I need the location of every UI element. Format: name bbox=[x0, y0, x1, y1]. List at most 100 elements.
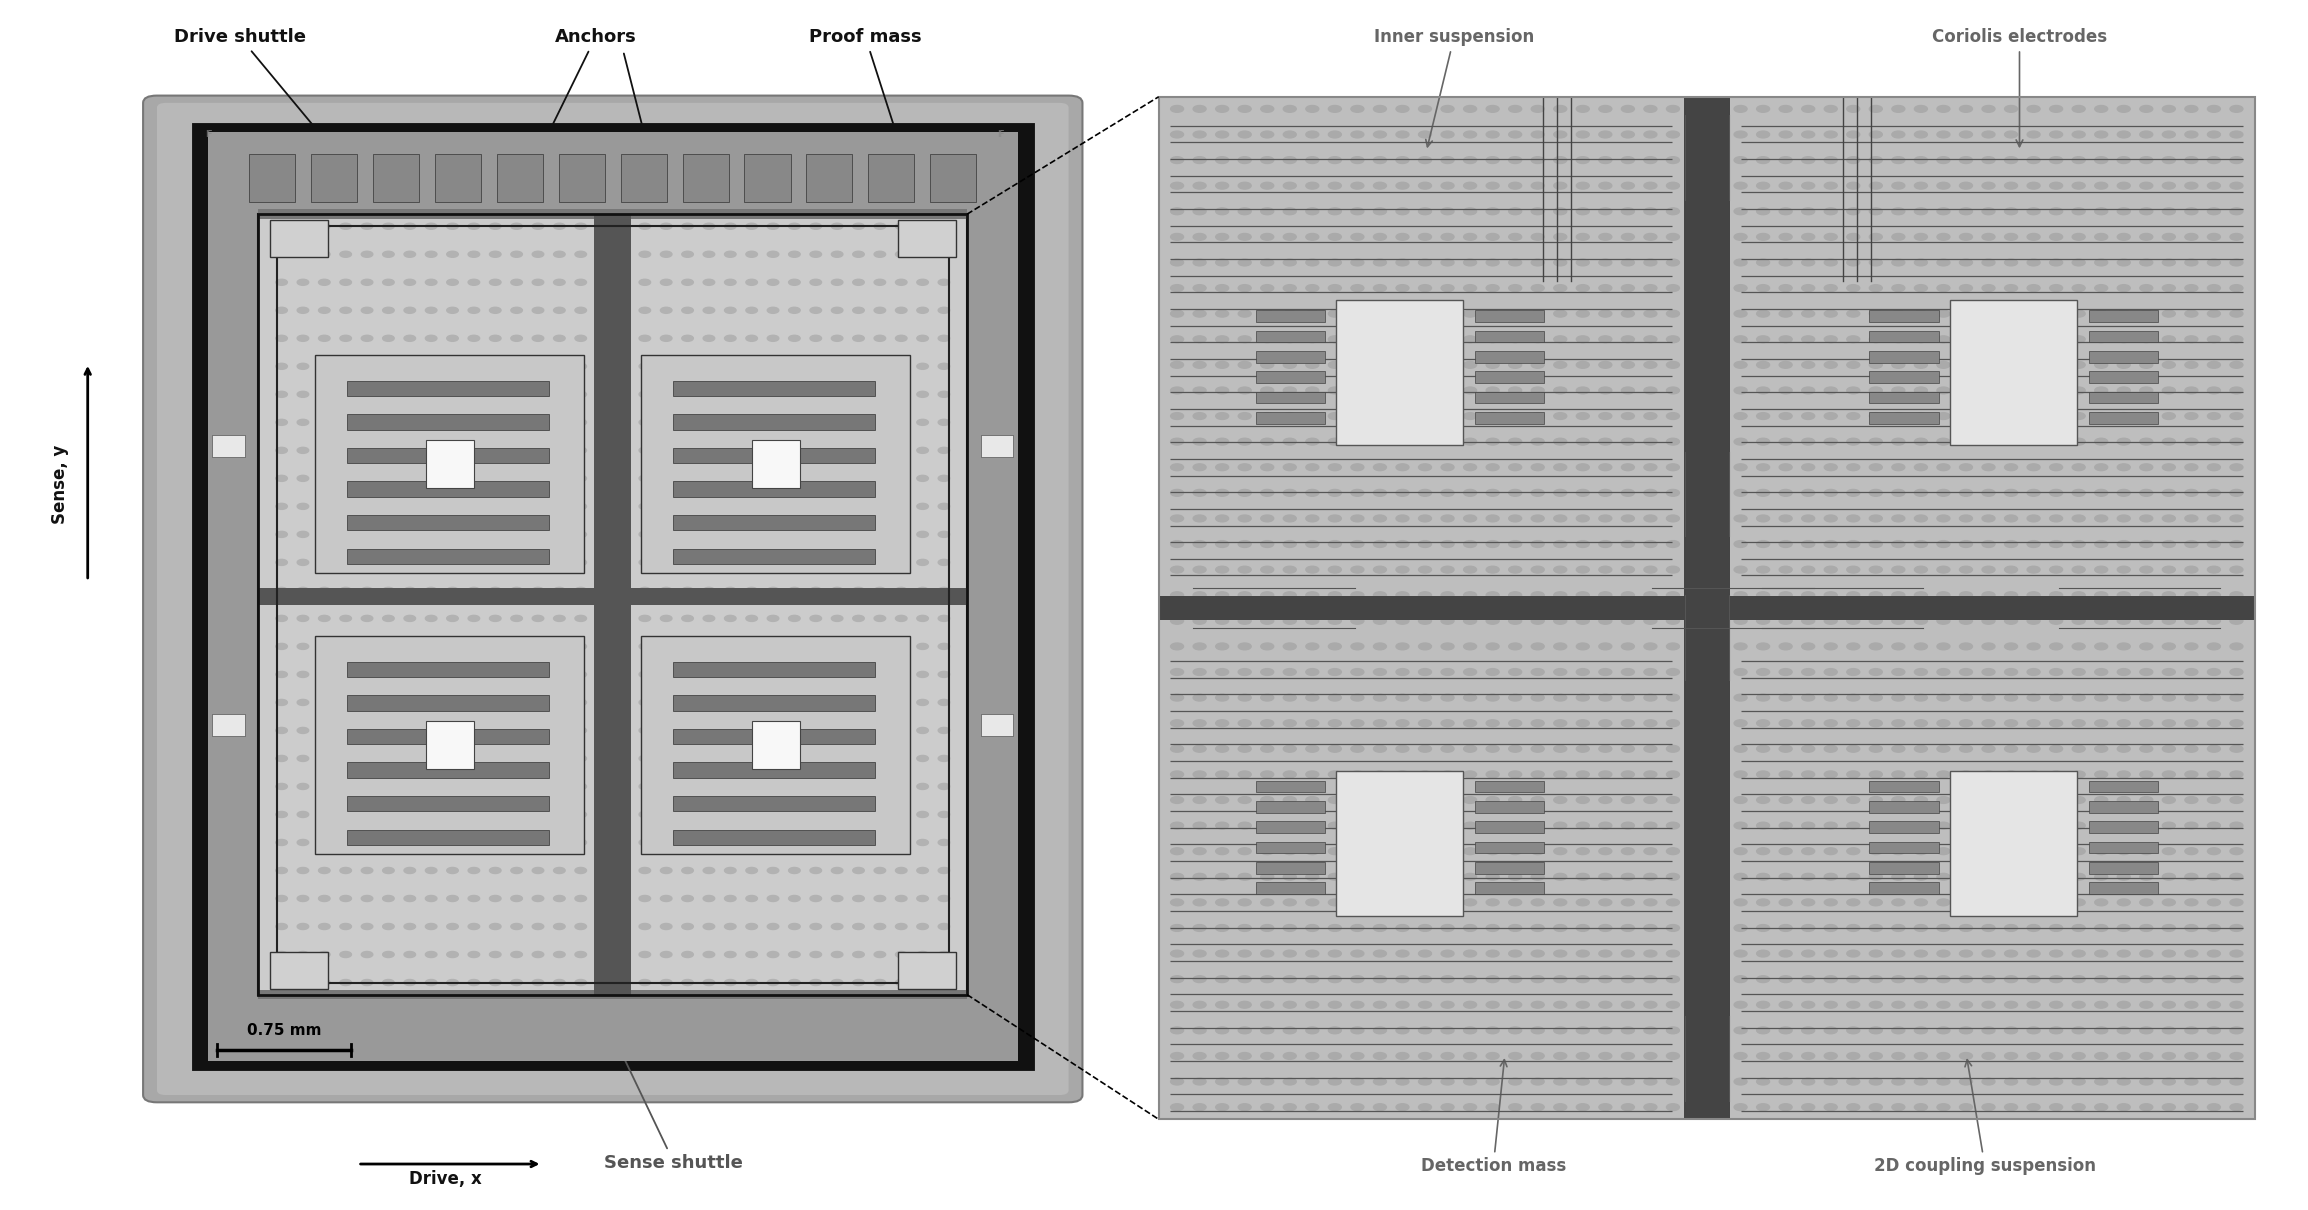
Circle shape bbox=[1803, 1002, 1814, 1008]
Circle shape bbox=[1419, 259, 1431, 266]
Circle shape bbox=[1643, 899, 1657, 906]
Circle shape bbox=[1509, 259, 1521, 266]
Circle shape bbox=[789, 280, 801, 286]
Circle shape bbox=[1983, 208, 1994, 214]
Circle shape bbox=[1846, 899, 1860, 906]
Circle shape bbox=[1350, 950, 1364, 957]
Circle shape bbox=[1576, 975, 1590, 983]
Bar bbox=[2089, 330, 2158, 342]
Circle shape bbox=[2230, 1027, 2243, 1033]
Circle shape bbox=[916, 980, 928, 985]
Circle shape bbox=[2050, 310, 2063, 317]
Circle shape bbox=[1509, 541, 1521, 547]
Circle shape bbox=[1983, 848, 1994, 854]
Circle shape bbox=[1803, 183, 1814, 189]
Circle shape bbox=[2163, 310, 2176, 317]
Circle shape bbox=[1509, 105, 1521, 113]
Circle shape bbox=[2006, 874, 2017, 880]
Circle shape bbox=[1893, 490, 1904, 496]
Circle shape bbox=[1599, 1027, 1611, 1033]
Circle shape bbox=[852, 895, 863, 901]
Circle shape bbox=[831, 280, 842, 286]
Circle shape bbox=[1463, 541, 1477, 547]
Circle shape bbox=[1350, 643, 1364, 650]
Circle shape bbox=[1260, 463, 1274, 471]
Bar bbox=[425, 721, 473, 768]
Circle shape bbox=[1959, 105, 1973, 113]
Circle shape bbox=[1823, 157, 1837, 163]
Circle shape bbox=[745, 951, 757, 957]
Circle shape bbox=[1803, 387, 1814, 393]
Circle shape bbox=[2006, 899, 2017, 906]
Circle shape bbox=[1373, 1053, 1387, 1059]
Circle shape bbox=[277, 448, 286, 454]
Circle shape bbox=[1666, 515, 1680, 522]
Circle shape bbox=[1983, 362, 1994, 368]
Circle shape bbox=[2186, 1104, 2197, 1111]
Circle shape bbox=[1959, 183, 1973, 189]
Circle shape bbox=[1440, 617, 1454, 624]
Circle shape bbox=[937, 672, 951, 678]
Circle shape bbox=[319, 951, 330, 957]
Circle shape bbox=[1713, 234, 1724, 241]
Circle shape bbox=[1329, 284, 1341, 292]
Circle shape bbox=[896, 699, 907, 705]
Bar bbox=[2089, 842, 2158, 853]
Circle shape bbox=[2073, 515, 2084, 522]
Circle shape bbox=[2186, 1027, 2197, 1033]
Circle shape bbox=[448, 616, 459, 622]
Circle shape bbox=[875, 980, 886, 985]
Circle shape bbox=[1170, 362, 1184, 368]
Circle shape bbox=[362, 727, 374, 733]
Circle shape bbox=[1846, 975, 1860, 983]
Circle shape bbox=[1893, 336, 1904, 342]
Circle shape bbox=[1193, 669, 1207, 675]
Circle shape bbox=[1823, 438, 1837, 445]
Bar bbox=[674, 414, 875, 430]
Circle shape bbox=[660, 923, 672, 929]
Circle shape bbox=[2116, 413, 2130, 420]
Circle shape bbox=[1779, 463, 1791, 471]
Circle shape bbox=[1713, 413, 1724, 420]
Circle shape bbox=[1237, 1078, 1251, 1085]
Circle shape bbox=[1396, 1078, 1408, 1085]
Circle shape bbox=[1329, 157, 1341, 163]
Circle shape bbox=[1419, 1053, 1431, 1059]
Circle shape bbox=[1689, 950, 1701, 957]
Circle shape bbox=[1733, 643, 1747, 650]
Circle shape bbox=[1553, 848, 1567, 854]
Circle shape bbox=[1193, 695, 1207, 701]
Circle shape bbox=[595, 448, 607, 454]
Circle shape bbox=[896, 280, 907, 286]
Circle shape bbox=[1576, 617, 1590, 624]
Circle shape bbox=[2026, 720, 2040, 726]
Circle shape bbox=[1373, 463, 1387, 471]
Circle shape bbox=[510, 812, 522, 818]
Circle shape bbox=[1666, 413, 1680, 420]
Circle shape bbox=[2140, 823, 2153, 829]
Circle shape bbox=[425, 420, 436, 426]
Circle shape bbox=[2050, 157, 2063, 163]
Circle shape bbox=[2163, 131, 2176, 138]
Circle shape bbox=[660, 727, 672, 733]
Circle shape bbox=[2206, 1078, 2220, 1085]
Circle shape bbox=[2050, 924, 2063, 932]
Circle shape bbox=[1689, 336, 1701, 342]
Circle shape bbox=[1509, 796, 1521, 803]
Bar bbox=[745, 154, 792, 202]
Circle shape bbox=[1216, 463, 1228, 471]
Circle shape bbox=[1983, 336, 1994, 342]
Circle shape bbox=[660, 531, 672, 537]
Circle shape bbox=[533, 503, 545, 509]
Circle shape bbox=[1936, 745, 1950, 753]
Circle shape bbox=[2006, 336, 2017, 342]
Circle shape bbox=[2116, 592, 2130, 599]
Bar bbox=[349, 515, 549, 530]
Circle shape bbox=[831, 840, 842, 846]
Circle shape bbox=[1959, 362, 1973, 368]
Circle shape bbox=[896, 559, 907, 565]
Circle shape bbox=[1666, 771, 1680, 778]
Circle shape bbox=[681, 923, 692, 929]
Circle shape bbox=[1803, 771, 1814, 778]
Circle shape bbox=[1599, 1078, 1611, 1085]
